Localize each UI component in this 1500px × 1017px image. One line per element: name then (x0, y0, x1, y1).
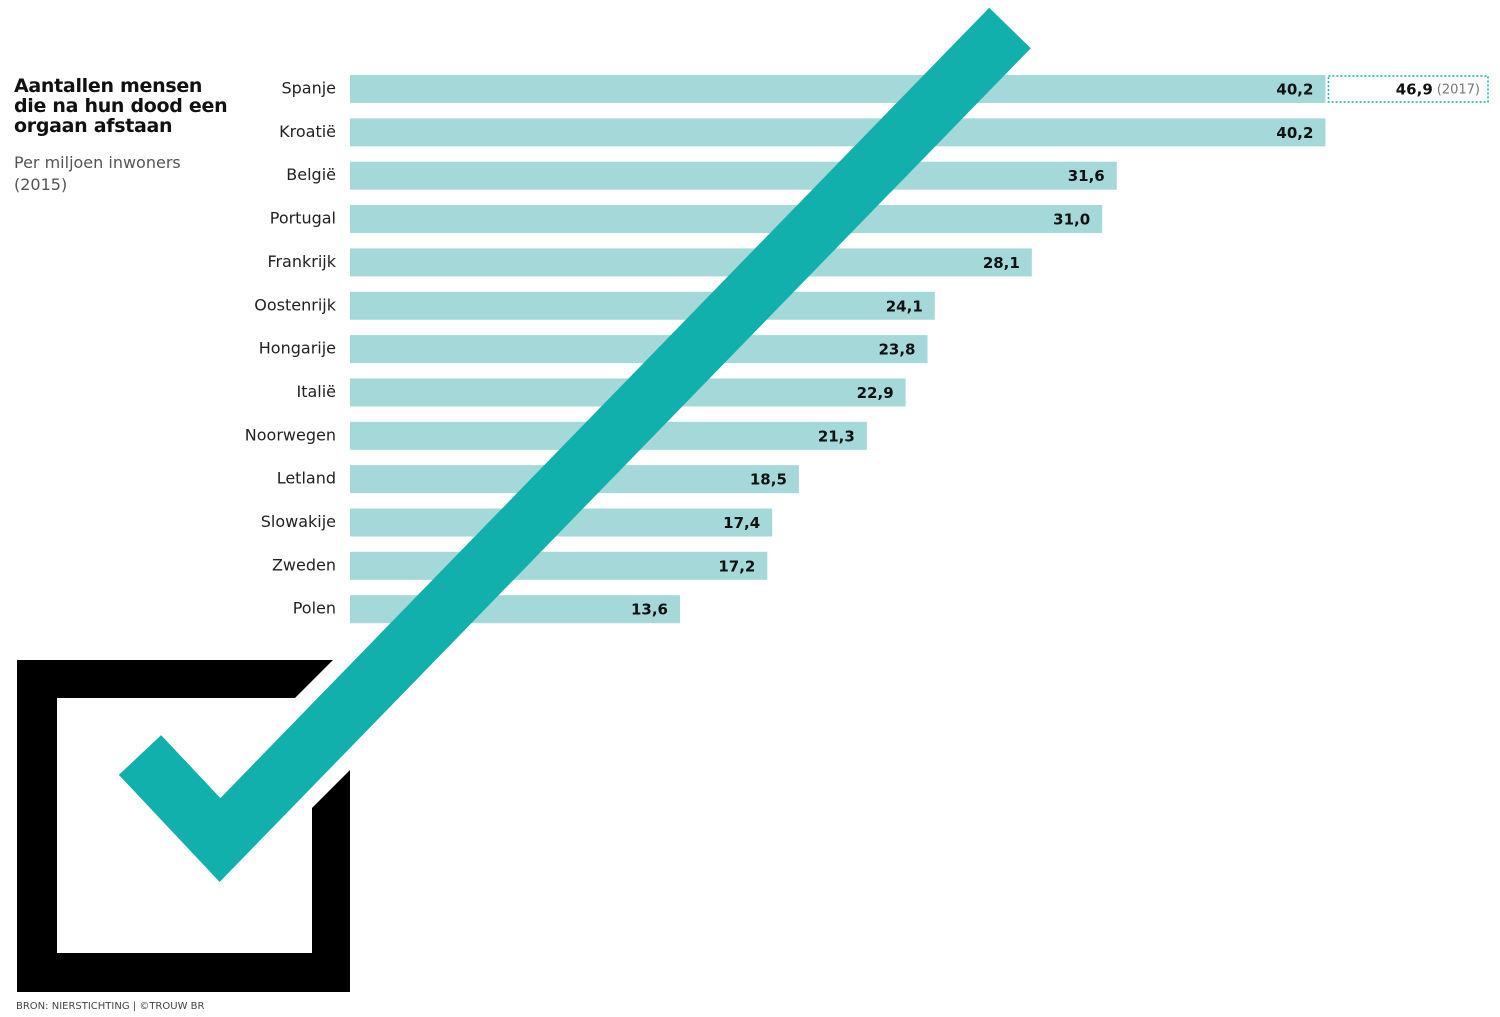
value-label: 17,2 (718, 557, 755, 575)
value-label: 24,1 (886, 297, 923, 315)
bar (350, 551, 768, 580)
bar (350, 335, 928, 364)
source: BRON: NIERSTICHTING | ©TROUW BR (16, 1001, 205, 1012)
value-label: 18,5 (750, 471, 787, 489)
chart-subtitle: Per miljoen inwoners (2015) (14, 153, 181, 194)
category-label: Zweden (272, 555, 336, 574)
value-label: 31,6 (1068, 167, 1105, 185)
bar (350, 291, 935, 320)
category-label: Polen (293, 599, 336, 618)
value-label: 23,8 (878, 341, 915, 359)
category-label: België (286, 165, 336, 184)
checkbox (17, 660, 350, 992)
value-label: 31,0 (1053, 211, 1090, 229)
category-label: Slowakije (261, 512, 336, 531)
bar (350, 161, 1117, 190)
checkmark (118, 7, 1031, 882)
category-label: Italië (296, 382, 336, 401)
category-label: Noorwegen (245, 425, 336, 444)
category-label: Kroatië (279, 122, 336, 141)
category-label: Hongarije (259, 339, 336, 358)
labels: Spanje 40,2 Kroatië 40,2 België 31,6 Portugal 3… (245, 79, 1480, 619)
value-label: 13,6 (631, 601, 668, 619)
annotation-box (1327, 75, 1489, 103)
annotation-note: (2017) (1437, 83, 1480, 98)
value-label: 40,2 (1276, 124, 1313, 142)
bar (350, 248, 1032, 277)
category-label: Frankrijk (267, 252, 336, 271)
value-label: 22,9 (857, 384, 894, 402)
bar (350, 118, 1326, 147)
value-label: 21,3 (818, 427, 855, 445)
chart-title: Aantallen mensen die na hun dood een org… (14, 75, 228, 137)
annotation-value: 46,9 (1396, 81, 1433, 99)
category-label: Portugal (270, 209, 336, 228)
bar (350, 205, 1103, 234)
value-label: 17,4 (723, 514, 760, 532)
category-label: Letland (277, 469, 336, 488)
value-label: 40,2 (1276, 81, 1313, 99)
bar (350, 75, 1326, 103)
category-label: Spanje (281, 79, 336, 98)
category-label: Oostenrijk (254, 295, 336, 314)
value-label: 28,1 (983, 254, 1020, 272)
